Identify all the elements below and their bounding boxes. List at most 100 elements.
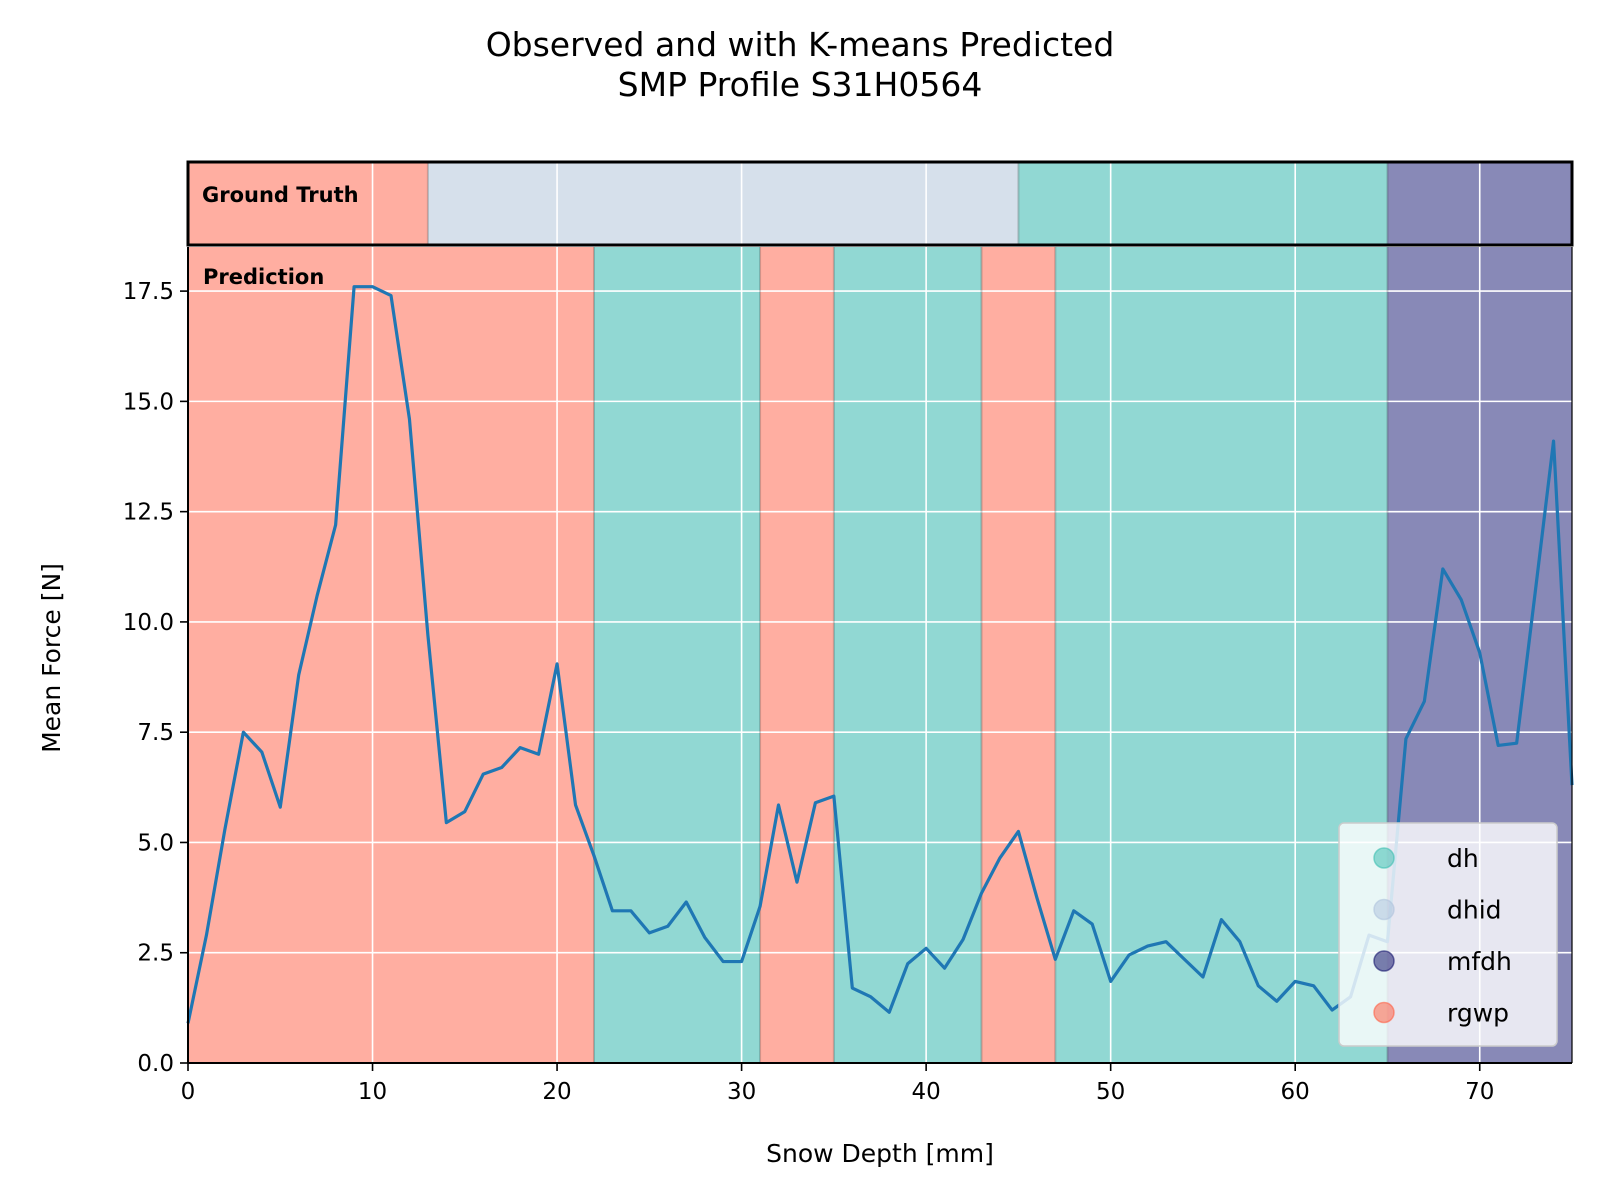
data-point bbox=[629, 909, 632, 912]
data-point bbox=[611, 909, 614, 912]
ground-truth-span-dh bbox=[1018, 162, 1388, 245]
legend-marker-dh bbox=[1373, 847, 1395, 869]
data-point bbox=[519, 746, 522, 749]
data-point bbox=[777, 803, 780, 806]
data-point bbox=[316, 594, 319, 597]
data-point bbox=[1109, 980, 1112, 983]
y-tick-label: 7.5 bbox=[137, 720, 174, 746]
x-axis-label: Snow Depth [mm] bbox=[766, 1139, 994, 1168]
y-tick-label: 0.0 bbox=[137, 1051, 174, 1077]
data-point bbox=[925, 947, 928, 950]
data-point bbox=[888, 1011, 891, 1014]
ground-truth-frame bbox=[186, 160, 1574, 247]
x-tick-label: 30 bbox=[727, 1079, 756, 1105]
prediction-span-rgwp bbox=[981, 247, 1056, 1063]
legend: dh dhid mfdh rgwp bbox=[1338, 822, 1558, 1047]
x-tick-label: 70 bbox=[1465, 1079, 1494, 1105]
prediction-span-rgwp bbox=[188, 247, 594, 1063]
data-point bbox=[445, 821, 448, 824]
x-tick-label: 50 bbox=[1096, 1079, 1125, 1105]
x-tick-label: 40 bbox=[911, 1079, 940, 1105]
x-tick-label: 10 bbox=[358, 1079, 387, 1105]
data-point bbox=[297, 673, 300, 676]
data-point bbox=[814, 801, 817, 804]
data-point bbox=[352, 285, 355, 288]
data-point bbox=[648, 931, 651, 934]
data-point bbox=[463, 810, 466, 813]
data-point bbox=[1201, 975, 1204, 978]
data-point bbox=[832, 795, 835, 798]
prediction-span-rgwp bbox=[760, 247, 834, 1063]
y-tick-label: 5.0 bbox=[137, 830, 174, 856]
ground-truth-span-dhid bbox=[427, 162, 1019, 245]
y-tick-label: 17.5 bbox=[123, 279, 174, 305]
chart-title-line-2: SMP Profile S31H0564 bbox=[618, 65, 983, 104]
data-point bbox=[1404, 737, 1407, 740]
data-point bbox=[260, 750, 263, 753]
legend-marker-rgwp bbox=[1373, 1001, 1395, 1024]
data-point bbox=[740, 960, 743, 963]
data-point bbox=[1164, 940, 1167, 943]
data-point bbox=[1072, 909, 1075, 912]
data-point bbox=[223, 828, 226, 831]
legend-label-dhid: dhid bbox=[1447, 896, 1502, 925]
data-point bbox=[500, 766, 503, 769]
y-tick-label: 15.0 bbox=[123, 389, 174, 415]
data-point bbox=[1220, 918, 1223, 921]
data-point bbox=[1257, 984, 1260, 987]
data-point bbox=[851, 986, 854, 989]
ground-truth-band: Ground Truth bbox=[186, 160, 1574, 247]
data-point bbox=[1091, 922, 1094, 925]
data-point bbox=[1294, 980, 1297, 983]
data-point bbox=[389, 294, 392, 297]
y-tick-label: 10.0 bbox=[123, 610, 174, 636]
data-point bbox=[943, 967, 946, 970]
data-point bbox=[1533, 592, 1536, 595]
data-point bbox=[1497, 744, 1500, 747]
y-tick-label: 12.5 bbox=[123, 500, 174, 526]
data-point bbox=[426, 634, 429, 637]
prediction-span-dh bbox=[833, 247, 982, 1063]
data-point bbox=[279, 806, 282, 809]
data-point bbox=[703, 936, 706, 939]
data-point bbox=[205, 933, 208, 936]
data-point bbox=[1331, 1008, 1334, 1011]
prediction-span-dh bbox=[1055, 247, 1388, 1063]
x-tick-label: 60 bbox=[1281, 1079, 1310, 1105]
data-point bbox=[1035, 896, 1038, 899]
data-point bbox=[1460, 598, 1463, 601]
data-point bbox=[1552, 439, 1555, 442]
chart-title-line-1: Observed and with K-means Predicted bbox=[486, 25, 1115, 64]
legend-marker-mfdh bbox=[1373, 950, 1395, 972]
data-point bbox=[869, 995, 872, 998]
data-point bbox=[555, 662, 558, 665]
data-point bbox=[371, 285, 374, 288]
data-point bbox=[1312, 984, 1315, 987]
data-point bbox=[1054, 958, 1057, 961]
data-point bbox=[1146, 945, 1149, 948]
y-axis-label: Mean Force [N] bbox=[37, 563, 66, 753]
data-point bbox=[1515, 742, 1518, 745]
prediction-span-dh bbox=[593, 247, 761, 1063]
data-point bbox=[685, 900, 688, 903]
data-point bbox=[1017, 830, 1020, 833]
x-tick-label: 0 bbox=[181, 1079, 196, 1105]
legend-marker-dhid bbox=[1373, 898, 1395, 921]
data-point bbox=[1183, 958, 1186, 961]
data-point bbox=[1128, 953, 1131, 956]
plot-area: 0 10 20 30 40 50 60 70 0.0 2.5 5.0 7.5 10.0 12.5 15.0 1… bbox=[123, 247, 1574, 1105]
data-point bbox=[961, 938, 964, 941]
legend-label-dh: dh bbox=[1447, 844, 1479, 873]
prediction-label: Prediction bbox=[203, 265, 324, 289]
x-tick-label: 20 bbox=[542, 1079, 571, 1105]
data-point bbox=[242, 731, 245, 734]
data-point bbox=[1238, 940, 1241, 943]
data-point bbox=[334, 523, 337, 526]
data-point bbox=[482, 772, 485, 775]
data-point bbox=[408, 417, 411, 420]
data-point bbox=[1478, 651, 1481, 654]
data-point bbox=[998, 856, 1001, 859]
data-point bbox=[1441, 567, 1444, 570]
